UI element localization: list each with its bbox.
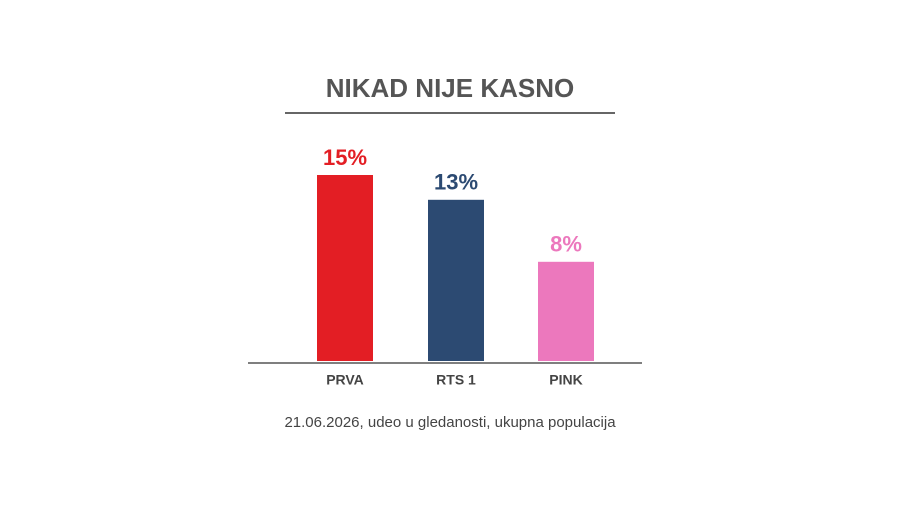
value-label: 13% <box>434 170 478 195</box>
x-tick-label: RTS 1 <box>436 372 476 388</box>
value-label: 15% <box>323 145 367 170</box>
bar <box>428 199 484 361</box>
x-tick-label: PINK <box>549 372 582 388</box>
footnote: 21.06.2026, udeo u gledanosti, ukupna po… <box>284 414 616 431</box>
bar <box>317 175 373 361</box>
chart-title: NIKAD NIJE KASNO <box>326 73 574 103</box>
value-label: 8% <box>550 232 582 257</box>
bar <box>538 261 594 361</box>
x-tick-label: PRVA <box>326 372 364 388</box>
